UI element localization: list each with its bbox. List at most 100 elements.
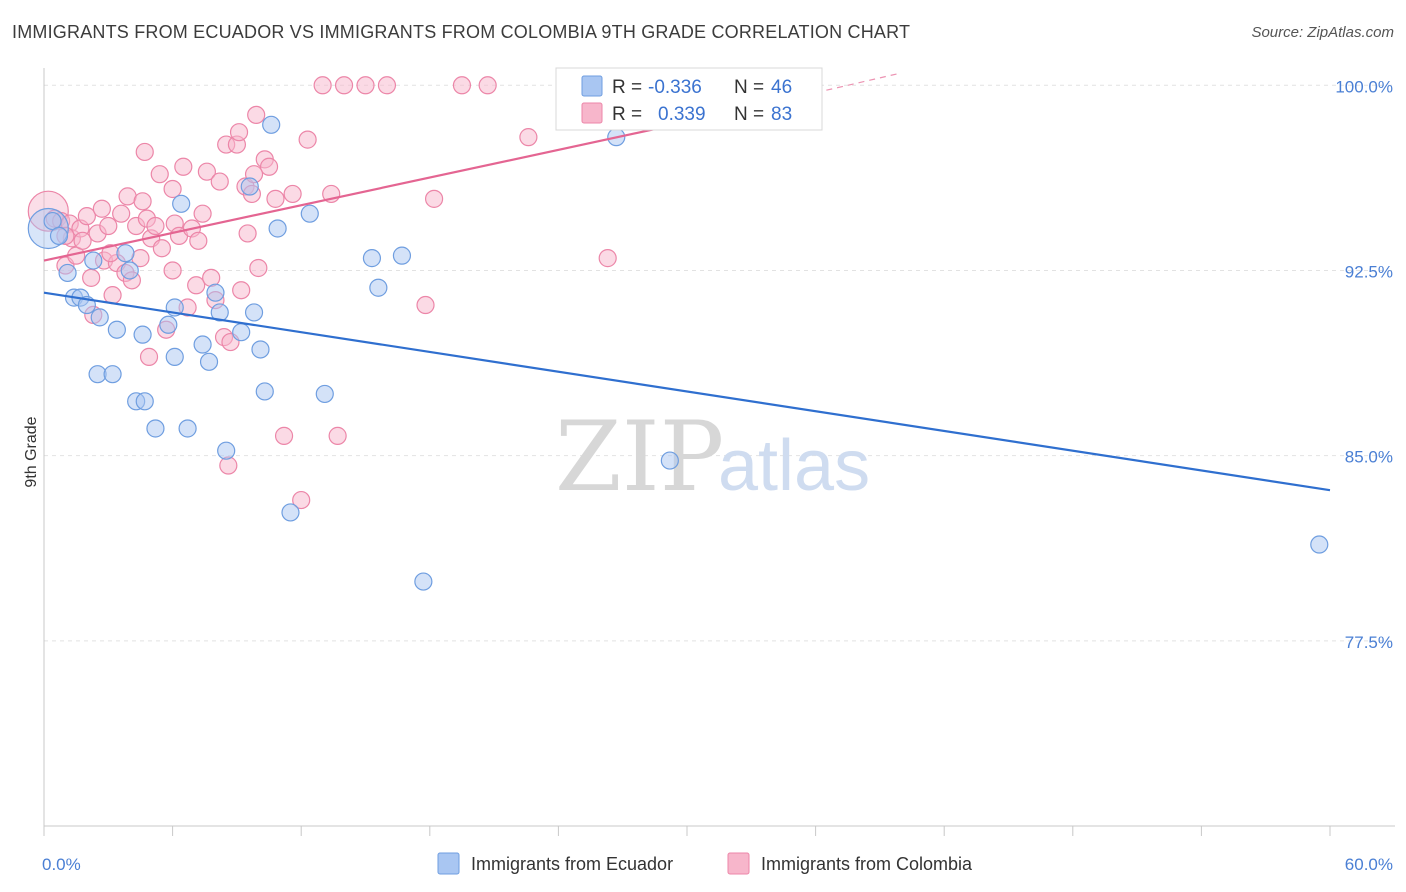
ecuador-point [135, 392, 154, 411]
colombia-point [452, 76, 472, 95]
ecuador-point [107, 320, 126, 339]
colombia-point [298, 130, 317, 149]
ecuador-point [84, 251, 103, 270]
series-ecuador-points [27, 115, 1329, 591]
y-axis-label: 9th Grade [23, 416, 40, 487]
ecuador-point [206, 283, 225, 302]
ecuador-point [300, 204, 319, 223]
stats-r-label-ecuador: R = [612, 77, 642, 98]
colombia-point [135, 142, 154, 162]
legend-label-ecuador: Immigrants from Ecuador [471, 854, 673, 874]
ecuador-point [232, 323, 251, 342]
y-tick-labels: 100.0% 92.5% 85.0% 77.5% [1335, 77, 1393, 652]
stats-swatch-ecuador [581, 75, 603, 97]
colombia-point [219, 456, 238, 475]
colombia-point [283, 184, 302, 204]
x-tick-label: 0.0% [42, 855, 81, 874]
legend-swatch-colombia [727, 852, 750, 875]
colombia-point [163, 261, 182, 280]
colombia-point [266, 189, 285, 208]
ecuador-point [369, 278, 388, 297]
colombia-point [112, 204, 131, 223]
ecuador-point [199, 352, 219, 371]
ecuador-point [49, 226, 69, 245]
chart-title: IMMIGRANTS FROM ECUADOR VS IMMIGRANTS FR… [12, 22, 911, 42]
colombia-point [99, 216, 118, 236]
ecuador-point [244, 303, 264, 322]
colombia-point [139, 347, 159, 366]
colombia-point [77, 207, 96, 226]
ecuador-point [255, 382, 274, 401]
colombia-point [424, 189, 444, 208]
ecuador-point [660, 451, 679, 470]
ecuador-point [281, 503, 300, 522]
ecuador-point [172, 194, 191, 213]
colombia-point [174, 157, 193, 176]
ecuador-point [165, 347, 184, 366]
ecuador-point [58, 263, 77, 283]
ecuador-point [159, 315, 178, 334]
ecuador-point [210, 303, 229, 322]
legend-label-colombia: Immigrants from Colombia [761, 854, 973, 874]
colombia-point [292, 490, 311, 510]
colombia-trend-line [43, 118, 698, 262]
axes [43, 68, 1395, 836]
colombia-point [416, 295, 435, 315]
colombia-point [163, 179, 182, 199]
colombia-point [197, 162, 216, 181]
ecuador-point [362, 249, 382, 268]
stats-n-value-ecuador: 46 [771, 77, 792, 98]
colombia-point [328, 426, 347, 445]
ecuador-point [178, 419, 197, 438]
ecuador-point [193, 335, 212, 354]
y-tick-label: 100.0% [1335, 77, 1393, 96]
colombia-point [334, 76, 354, 95]
colombia-point [249, 258, 268, 278]
ecuador-point [1310, 535, 1329, 554]
stats-r-value-colombia: 0.339 [658, 104, 706, 125]
ecuador-point [262, 115, 281, 134]
ecuador-point [268, 219, 287, 238]
colombia-point [193, 204, 212, 223]
colombia-point [133, 192, 152, 211]
colombia-point [210, 172, 229, 191]
watermark: ZIP atlas [555, 401, 870, 513]
y-tick-label: 77.5% [1345, 633, 1393, 652]
colombia-point [103, 286, 122, 305]
stats-n-label-ecuador: N = [734, 77, 764, 98]
colombia-point [150, 165, 169, 184]
ecuador-point [392, 246, 412, 265]
stats-r-value-ecuador: -0.336 [648, 77, 702, 98]
x-tick-label: 60.0% [1345, 855, 1393, 874]
colombia-point [82, 268, 101, 287]
stats-n-value-colombia: 83 [771, 104, 792, 125]
ecuador-point [116, 244, 135, 263]
colombia-point [238, 224, 257, 243]
ecuador-point [146, 419, 165, 438]
colombia-point [313, 76, 332, 95]
legend: Immigrants from Ecuador Immigrants from … [437, 852, 973, 875]
ecuador-point [120, 261, 139, 280]
x-tick-labels: 0.0% 60.0% [42, 855, 1393, 874]
colombia-point [274, 426, 294, 445]
colombia-point [519, 128, 538, 147]
colombia-point [118, 187, 137, 206]
ecuador-point [217, 441, 236, 460]
source-label: Source: ZipAtlas.com [1251, 24, 1394, 41]
colombia-point [598, 249, 617, 268]
colombia-point [356, 76, 375, 95]
ecuador-point [133, 325, 152, 344]
legend-swatch-ecuador [437, 852, 460, 875]
colombia-point [247, 105, 266, 125]
ecuador-point [240, 177, 259, 196]
colombia-point [187, 276, 206, 295]
stats-swatch-colombia [581, 102, 603, 124]
series-colombia-points [27, 76, 654, 510]
ecuador-point [90, 308, 109, 327]
y-tick-label: 92.5% [1345, 262, 1393, 281]
stats-box: R = -0.336 N = 46 R = 0.339 N = 83 [555, 67, 823, 131]
ecuador-point [315, 384, 334, 404]
watermark-atlas: atlas [718, 426, 870, 506]
ecuador-point [251, 340, 270, 359]
